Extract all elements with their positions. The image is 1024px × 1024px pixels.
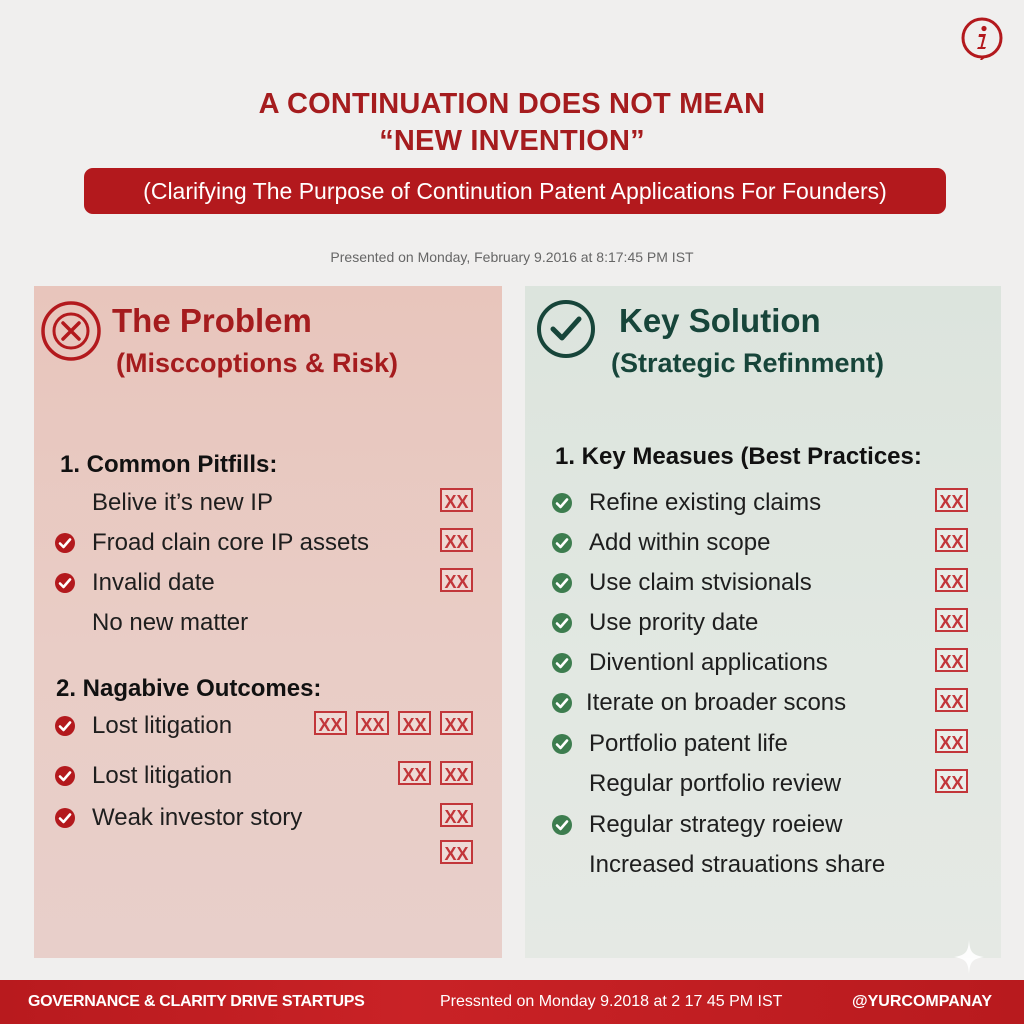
check-icon (552, 815, 572, 835)
list-item: Lost litigation XX XX XX XX (34, 711, 502, 741)
solution-title: Key Solution (619, 302, 821, 339)
list-item: Portfolio patent life XX (525, 729, 1001, 759)
xx-badge: XX (398, 761, 431, 785)
list-item: Belive it’s new IP XX (34, 488, 502, 518)
check-icon (55, 533, 75, 553)
item-text: Iterate on broader scons (586, 689, 847, 716)
check-icon (552, 533, 572, 553)
check-icon (55, 808, 75, 828)
info-icon[interactable] (960, 16, 1004, 60)
check-icon (552, 734, 572, 754)
check-circle-icon (537, 300, 595, 358)
list-item: No new matter (34, 608, 502, 638)
subtitle-banner: (Clarifying The Purpose of Continution P… (84, 168, 946, 214)
footer-handle[interactable]: @YURCOMPANAY (852, 993, 993, 1010)
xx-badge: XX (314, 711, 347, 735)
xx-badge: XX (935, 729, 968, 753)
xx-badge: XX (935, 648, 968, 672)
item-text: Add within scope (589, 529, 771, 556)
check-icon (552, 493, 572, 513)
list-item: Diventionl applications XX (525, 648, 1001, 678)
problem-section-1-heading: 1. Common Pitfills: (60, 451, 278, 478)
xx-badge: XX (935, 568, 968, 592)
xx-badge: XX (440, 711, 473, 735)
xx-badge: XX (440, 488, 473, 512)
item-text: Refine existing claims (589, 489, 822, 516)
check-icon (552, 653, 572, 673)
problem-panel: The Problem (Misccoptions & Risk) 1. Com… (34, 286, 502, 958)
list-item: Regular portfolio review XX (525, 769, 1001, 799)
list-item: Use prority date XX (525, 608, 1001, 638)
list-item: Weak investor story XX (34, 803, 502, 833)
check-icon (552, 573, 572, 593)
item-text: Use claim stvisionals (589, 569, 812, 596)
xx-badge: XX (935, 608, 968, 632)
problem-subtitle: (Misccoptions & Risk) (116, 348, 399, 378)
item-text: Belive it’s new IP (92, 489, 273, 516)
solution-subtitle: (Strategic Refinment) (611, 348, 885, 378)
list-item: Lost litigation XX XX (34, 761, 502, 791)
xx-badge: XX (440, 528, 473, 552)
list-item: Regular strategy roeiew (525, 810, 1001, 840)
xx-badge: XX (935, 528, 968, 552)
title-line-2: “NEW INVENTION” (379, 125, 645, 157)
xx-badge: XX (935, 688, 968, 712)
xx-badge: XX (935, 769, 968, 793)
item-text: Use prority date (589, 609, 759, 636)
item-text: Diventionl applications (589, 649, 828, 676)
list-item: Invalid date XX (34, 568, 502, 598)
problem-section-2-heading: 2. Nagabive Outcomes: (56, 675, 322, 702)
xx-badge: XX (440, 761, 473, 785)
presented-date: Presented on Monday, February 9.2016 at … (330, 249, 694, 265)
item-text: Increased strauations share (589, 851, 886, 878)
problem-title: The Problem (112, 302, 312, 339)
item-text: Regular portfolio review (589, 770, 842, 797)
footer-tagline: GOVERNANCE & CLARITY DRIVE STARTUPS (28, 993, 365, 1010)
footer-date: Pressnted on Monday 9.2018 at 2 17 45 PM… (440, 993, 783, 1010)
item-text: Froad clain core IP assets (92, 529, 370, 556)
check-icon (552, 693, 572, 713)
list-item: Froad clain core IP assets XX (34, 528, 502, 558)
page-title: A CONTINUATION DOES NOT MEAN “NEW INVENT… (0, 86, 1024, 160)
sparkle-icon (954, 940, 984, 974)
list-item: Increased strauations share (525, 850, 1001, 880)
solution-panel: Key Solution (Strategic Refinment) 1. Ke… (525, 286, 1001, 958)
solution-section-1-heading: 1. Key Measues (Best Practices: (555, 443, 922, 470)
item-text: Invalid date (92, 569, 215, 596)
item-text: No new matter (92, 609, 249, 636)
xx-badge: XX (440, 803, 473, 827)
xx-badge: XX (356, 711, 389, 735)
item-text: Portfolio patent life (589, 730, 788, 757)
item-text: Lost litigation (92, 762, 233, 789)
xx-badge: XX (440, 840, 473, 864)
cross-circle-icon (41, 301, 101, 361)
list-item: Add within scope XX (525, 528, 1001, 558)
xx-badge: XX (440, 568, 473, 592)
list-item: Iterate on broader scons XX (525, 688, 1001, 718)
item-text: Weak investor story (92, 804, 303, 831)
check-icon (55, 573, 75, 593)
item-text: Lost litigation (92, 712, 233, 739)
item-text: Regular strategy roeiew (589, 811, 843, 838)
check-icon (55, 766, 75, 786)
check-icon (55, 716, 75, 736)
check-icon (552, 613, 572, 633)
list-item: Use claim stvisionals XX (525, 568, 1001, 598)
title-line-1: A CONTINUATION DOES NOT MEAN (258, 88, 766, 120)
xx-badge: XX (935, 488, 968, 512)
xx-badge: XX (398, 711, 431, 735)
footer-bar: GOVERNANCE & CLARITY DRIVE STARTUPS Pres… (0, 980, 1024, 1024)
list-item: Refine existing claims XX (525, 488, 1001, 518)
